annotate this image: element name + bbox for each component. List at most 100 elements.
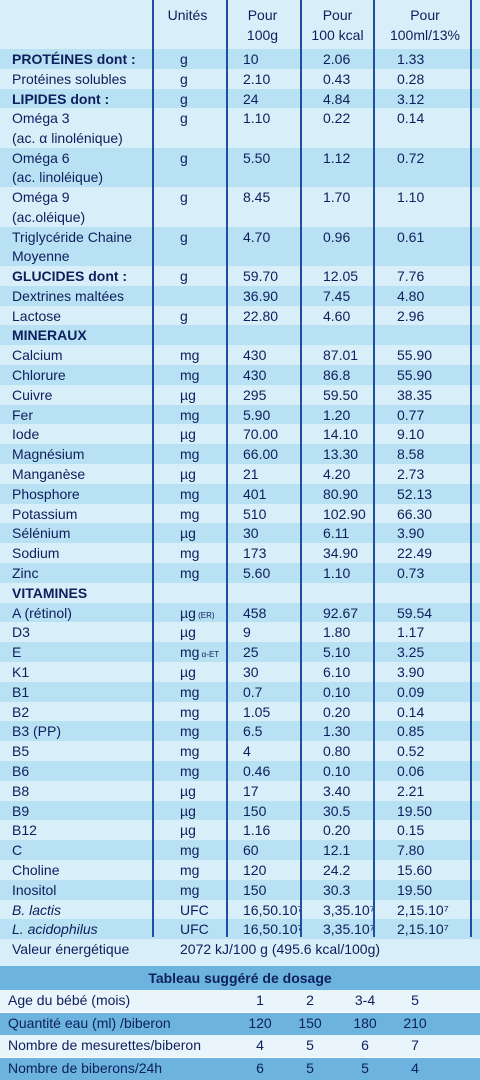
value-per-100kcal: 4.20 bbox=[323, 466, 351, 482]
value-per-100kcal: 59.50 bbox=[323, 386, 359, 403]
nutrient-row: Protéines solubles g 2.10 0.43 0.28 bbox=[0, 69, 480, 89]
nutrient-name: Oméga 3 (ac. α linolénique) bbox=[12, 110, 123, 146]
value-per-100kcal: 34.90 bbox=[323, 545, 359, 562]
value-per-100g: 2.10 bbox=[243, 70, 271, 87]
value-per-100ml: 2.73 bbox=[397, 466, 425, 482]
dosage-value: 2 bbox=[306, 992, 314, 1008]
value-per-100g: 70.00 bbox=[243, 426, 279, 443]
value-per-100kcal: 24.2 bbox=[323, 862, 351, 878]
nutrient-row: Phosphore mg 401 80.90 52.13 bbox=[0, 483, 480, 504]
dosage-value: 5 bbox=[306, 1059, 314, 1076]
nutrient-name: Phosphore bbox=[12, 485, 80, 502]
nutrient-unit: mg bbox=[180, 485, 200, 502]
value-per-100kcal: 0.20 bbox=[323, 822, 351, 839]
nutrient-name: B3 (PP) bbox=[12, 723, 62, 740]
dosage-value: 4 bbox=[411, 1059, 419, 1076]
value-per-100kcal: 0.96 bbox=[323, 228, 351, 245]
header-per-100ml: Pour 100ml/13% bbox=[389, 7, 461, 43]
nutrient-name: PROTÉINES dont : bbox=[12, 51, 136, 67]
dosage-row: Age du bébé (mois) 1 2 3-4 5 bbox=[0, 990, 480, 1012]
dosage-label: Nombre de biberons/24h bbox=[8, 1059, 163, 1076]
value-per-100kcal: 0.22 bbox=[323, 110, 351, 127]
value-per-100ml: 0.14 bbox=[397, 703, 425, 720]
nutrient-unit: mg bbox=[180, 881, 200, 898]
value-per-100g: 5.60 bbox=[243, 565, 271, 581]
dosage-value: 210 bbox=[403, 1014, 427, 1031]
nutrient-unit: g bbox=[180, 228, 188, 245]
value-per-100g: 8.45 bbox=[243, 189, 271, 206]
nutrient-row: B9 µg 150 30.5 19.50 bbox=[0, 800, 480, 821]
nutrient-name: Sélénium bbox=[12, 525, 71, 542]
nutrient-unit: mg bbox=[180, 347, 200, 364]
nutrient-unit: mg bbox=[180, 545, 200, 562]
nutrient-row: Dextrines maltées 36.90 7.45 4.80 bbox=[0, 285, 480, 306]
nutrient-name: Oméga 9 (ac.oléique) bbox=[12, 189, 86, 225]
column-divider bbox=[470, 0, 472, 937]
value-per-100g: 1.10 bbox=[243, 110, 271, 127]
column-divider bbox=[373, 0, 375, 937]
value-per-100kcal: 0.43 bbox=[323, 70, 351, 87]
value-per-100g: 59.70 bbox=[243, 268, 279, 284]
nutrient-row: Oméga 6 (ac. linoléique) g 5.50 1.12 0.72 bbox=[0, 147, 480, 188]
nutrient-row: Fer mg 5.90 1.20 0.77 bbox=[0, 404, 480, 425]
value-per-100g: 4.70 bbox=[243, 228, 271, 245]
nutrient-row: B3 (PP) mg 6.5 1.30 0.85 bbox=[0, 721, 480, 742]
dosage-value: 3-4 bbox=[354, 992, 376, 1008]
nutrient-row: Zinc mg 5.60 1.10 0.73 bbox=[0, 563, 480, 583]
value-per-100ml: 9.10 bbox=[397, 426, 425, 443]
value-per-100ml: 0.14 bbox=[397, 110, 425, 127]
nutrient-name: Choline bbox=[12, 862, 60, 878]
value-per-100ml: 3.25 bbox=[397, 644, 425, 661]
value-per-100ml: 22.49 bbox=[397, 545, 433, 562]
nutrient-unit: µg (ER) bbox=[180, 604, 215, 621]
value-per-100kcal: 1.10 bbox=[323, 565, 351, 581]
dosage-row: Quantité eau (ml) /biberon 120 150 180 210 bbox=[0, 1012, 480, 1035]
header-per-100kcal: Pour 100 kcal bbox=[311, 7, 364, 43]
nutrient-unit: g bbox=[180, 189, 188, 206]
nutrient-row: B2 mg 1.05 0.20 0.14 bbox=[0, 702, 480, 722]
value-per-100ml: 7.80 bbox=[397, 842, 425, 859]
value-per-100g: 5.90 bbox=[243, 406, 271, 423]
nutrient-name: Triglycéride Chaine Moyenne bbox=[12, 228, 133, 265]
value-per-100kcal: 1.30 bbox=[323, 723, 351, 740]
value-per-100kcal: 80.90 bbox=[323, 485, 359, 502]
nutrient-unit: g bbox=[180, 149, 188, 166]
dosage-value: 6 bbox=[361, 1037, 369, 1053]
nutrient-row: Potassium mg 510 102.90 66.30 bbox=[0, 504, 480, 524]
nutrient-name: Potassium bbox=[12, 505, 78, 522]
energy-label: Valeur énergétique bbox=[12, 941, 130, 957]
value-per-100g: 430 bbox=[243, 347, 267, 364]
value-per-100kcal: 30.3 bbox=[323, 881, 351, 898]
nutrient-unit: mg bbox=[180, 842, 200, 859]
value-per-100kcal: 7.45 bbox=[323, 287, 351, 304]
nutrient-row: B12 µg 1.16 0.20 0.15 bbox=[0, 820, 480, 840]
value-per-100ml: 0.72 bbox=[397, 149, 425, 166]
nutrient-unit: µg bbox=[180, 624, 196, 641]
nutrient-unit: µg bbox=[180, 822, 196, 839]
nutrient-unit: mg bbox=[180, 743, 200, 760]
value-per-100ml: 1.33 bbox=[397, 51, 425, 67]
dosage-table: Tableau suggéré de dosage Age du bébé (m… bbox=[0, 966, 480, 1080]
dosage-value: 5 bbox=[306, 1037, 314, 1053]
value-per-100g: 150 bbox=[243, 881, 267, 898]
value-per-100ml: 1.17 bbox=[397, 624, 425, 641]
value-per-100kcal: 3,35.10⁷ bbox=[323, 901, 375, 918]
value-per-100kcal: 102.90 bbox=[323, 505, 366, 522]
nutrient-name: K1 bbox=[12, 664, 30, 680]
nutrient-name: VITAMINES bbox=[12, 584, 88, 601]
value-per-100kcal: 13.30 bbox=[323, 446, 359, 463]
value-per-100ml: 0.06 bbox=[397, 763, 425, 779]
value-per-100kcal: 6.10 bbox=[323, 664, 351, 680]
value-per-100ml: 0.73 bbox=[397, 565, 425, 581]
dosage-row: Nombre de mesurettes/biberon 4 5 6 7 bbox=[0, 1035, 480, 1057]
value-per-100g: 9 bbox=[243, 624, 251, 641]
value-per-100g: 458 bbox=[243, 604, 267, 621]
value-per-100ml: 0.09 bbox=[397, 683, 425, 700]
value-per-100g: 173 bbox=[243, 545, 267, 562]
value-per-100ml: 59.54 bbox=[397, 604, 433, 621]
nutrient-unit: mg bbox=[180, 723, 200, 740]
dosage-value: 7 bbox=[411, 1037, 419, 1053]
nutrient-name: B1 bbox=[12, 683, 30, 700]
value-per-100g: 1.16 bbox=[243, 822, 271, 839]
